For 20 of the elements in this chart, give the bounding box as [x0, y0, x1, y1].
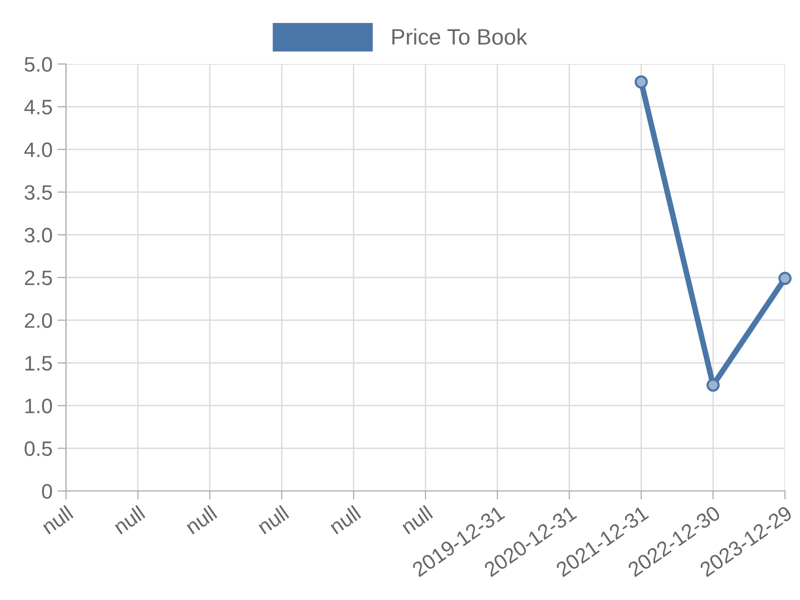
y-tick-label: 0.5 [24, 441, 52, 456]
y-tick-label: 2.5 [24, 270, 52, 286]
y-tick-label: 1.0 [25, 398, 52, 414]
y-tick-label: 4.0 [24, 142, 52, 158]
x-tick-label: null [256, 504, 290, 535]
x-tick-label: null [328, 504, 362, 535]
y-tick-label: 4.5 [24, 100, 52, 114]
y-tick-label: 3.5 [24, 185, 52, 200]
point [634, 75, 648, 89]
point [706, 378, 720, 392]
y-tick-label: 3.0 [24, 228, 52, 243]
x-tick-label: null [184, 504, 218, 535]
y-tick-label: 0 [42, 484, 52, 499]
x-tick-label: null [40, 504, 74, 535]
y-tick-label: 1.5 [25, 356, 52, 371]
x-tick-label: null [112, 504, 146, 535]
legend-label: Price To Book [392, 28, 528, 45]
y-tick-label: 2.0 [24, 313, 52, 328]
point [778, 272, 792, 285]
y-tick-label: 5.0 [24, 57, 52, 72]
